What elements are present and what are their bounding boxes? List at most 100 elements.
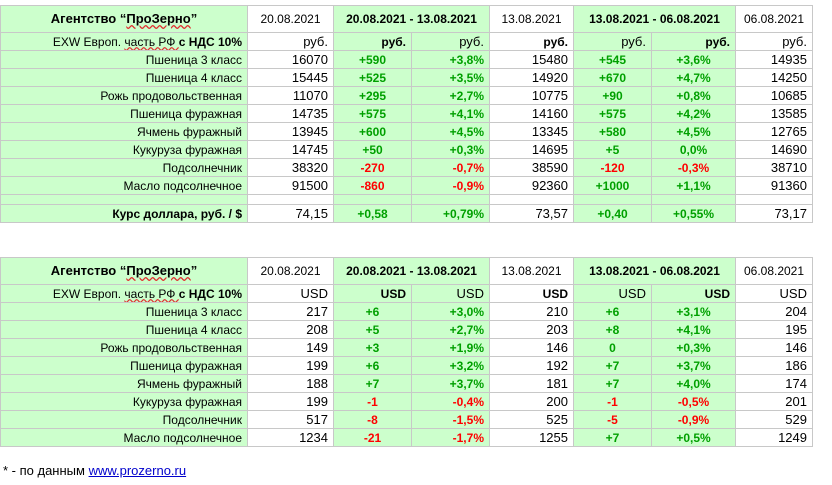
change-pct-cell: +3,8% — [411, 50, 490, 69]
change-pct-cell: 0,0% — [651, 140, 736, 159]
price-cell: 146 — [735, 338, 813, 357]
basis-label: EXW Европ. часть РФ с НДС 10% — [0, 32, 248, 51]
spacer-cell — [735, 194, 813, 205]
change-abs-cell: +0,40 — [573, 204, 652, 223]
change-pct-cell: -1,5% — [411, 410, 490, 429]
change-abs-cell: -860 — [333, 176, 412, 195]
change-abs-cell: +8 — [573, 320, 652, 339]
change-pct-cell: +1,9% — [411, 338, 490, 357]
price-cell: 73,57 — [489, 204, 574, 223]
rub-price-table: Агентство “ПроЗерно” 20.08.2021 20.08.20… — [0, 5, 813, 223]
price-cell: 1249 — [735, 428, 813, 447]
price-cell: 192 — [489, 356, 574, 375]
price-cell: 10685 — [735, 86, 813, 105]
usd-rate-row: Курс доллара, руб. / $74,15 +0,58 +0,79% 73… — [0, 204, 813, 223]
change-abs-cell: +6 — [333, 302, 412, 321]
price-cell: 1234 — [247, 428, 334, 447]
unit-cell: руб. — [411, 32, 490, 51]
commodity-row: Кукуруза фуражная 199 -1 -0,4% 200 -1 -0,5% 201 — [0, 392, 813, 411]
change-abs-cell: +575 — [333, 104, 412, 123]
change-pct-cell: +4,5% — [651, 122, 736, 141]
commodity-name: Пшеница фуражная — [0, 356, 248, 375]
prozerno-link[interactable]: www.prozerno.ru — [88, 463, 187, 478]
change-abs-cell: +5 — [333, 320, 412, 339]
commodity-row: Пшеница 4 класс 15445 +525 +3,5% 14920 +670 +4… — [0, 68, 813, 87]
commodity-name: Пшеница 4 класс — [0, 68, 248, 87]
agency-title: Агентство “ПроЗерно” — [0, 257, 248, 285]
commodity-row: Пшеница 4 класс 208 +5 +2,7% 203 +8 +4,1% 195 — [0, 320, 813, 339]
commodity-name: Масло подсолнечное — [0, 428, 248, 447]
unit-cell: руб. — [573, 32, 652, 51]
price-cell: 14250 — [735, 68, 813, 87]
change-abs-cell: +7 — [573, 374, 652, 393]
change-pct-cell: +3,7% — [411, 374, 490, 393]
change-pct-cell: +2,7% — [411, 320, 490, 339]
spacer-cell — [247, 194, 334, 205]
commodity-row: Ячмень фуражный 13945 +600 +4,5% 13345 +580 +4… — [0, 122, 813, 141]
change-pct-cell: +4,0% — [651, 374, 736, 393]
commodity-name: Рожь продовольственная — [0, 86, 248, 105]
unit-cell: руб. — [489, 32, 574, 51]
price-cell: 38590 — [489, 158, 574, 177]
unit-cell: USD — [247, 284, 334, 303]
change-pct-cell: -1,7% — [411, 428, 490, 447]
change-pct-cell: -0,7% — [411, 158, 490, 177]
commodity-name: Подсолнечник — [0, 158, 248, 177]
unit-cell: USD — [651, 284, 736, 303]
change-pct-cell: -0,4% — [411, 392, 490, 411]
change-pct-cell: +4,2% — [651, 104, 736, 123]
commodity-row: Кукуруза фуражная 14745 +50 +0,3% 14695 +5 0,0… — [0, 140, 813, 159]
price-cell: 525 — [489, 410, 574, 429]
commodity-name: Пшеница 3 класс — [0, 50, 248, 69]
change-pct-cell: +3,6% — [651, 50, 736, 69]
date-column-header: 20.08.2021 — [247, 257, 334, 285]
spacer-cell — [0, 194, 248, 205]
unit-cell: USD — [333, 284, 412, 303]
spacer-cell — [573, 194, 652, 205]
commodity-name: Ячмень фуражный — [0, 374, 248, 393]
change-abs-cell: +6 — [333, 356, 412, 375]
usd-rate-label: Курс доллара, руб. / $ — [0, 204, 248, 223]
price-cell: 92360 — [489, 176, 574, 195]
change-range-header: 13.08.2021 - 06.08.2021 — [573, 5, 736, 33]
price-cell: 12765 — [735, 122, 813, 141]
change-abs-cell: +545 — [573, 50, 652, 69]
price-cell: 181 — [489, 374, 574, 393]
change-abs-cell: -5 — [573, 410, 652, 429]
date-column-header: 13.08.2021 — [489, 5, 574, 33]
change-abs-cell: +7 — [333, 374, 412, 393]
price-cell: 74,15 — [247, 204, 334, 223]
change-pct-cell: +4,1% — [411, 104, 490, 123]
change-pct-cell: +0,8% — [651, 86, 736, 105]
change-abs-cell: -1 — [333, 392, 412, 411]
commodity-name: Кукуруза фуражная — [0, 140, 248, 159]
price-cell: 208 — [247, 320, 334, 339]
change-pct-cell: -0,5% — [651, 392, 736, 411]
change-abs-cell: +580 — [573, 122, 652, 141]
price-cell: 13345 — [489, 122, 574, 141]
change-pct-cell: +1,1% — [651, 176, 736, 195]
unit-cell: руб. — [247, 32, 334, 51]
price-cell: 149 — [247, 338, 334, 357]
unit-cell: руб. — [651, 32, 736, 51]
change-pct-cell: +3,0% — [411, 302, 490, 321]
price-cell: 16070 — [247, 50, 334, 69]
usd-price-table: Агентство “ПроЗерно” 20.08.2021 20.08.20… — [0, 257, 813, 447]
commodity-name: Масло подсолнечное — [0, 176, 248, 195]
commodity-name: Ячмень фуражный — [0, 122, 248, 141]
price-cell: 195 — [735, 320, 813, 339]
change-pct-cell: +0,3% — [411, 140, 490, 159]
date-column-header: 13.08.2021 — [489, 257, 574, 285]
price-cell: 14920 — [489, 68, 574, 87]
spacer-cell — [333, 194, 412, 205]
commodity-row: Подсолнечник 38320 -270 -0,7% 38590 -120 -0,3%… — [0, 158, 813, 177]
commodity-row: Пшеница 3 класс 217 +6 +3,0% 210 +6 +3,1% 204 — [0, 302, 813, 321]
change-pct-cell: +3,2% — [411, 356, 490, 375]
price-cell: 199 — [247, 356, 334, 375]
change-range-header: 20.08.2021 - 13.08.2021 — [333, 5, 490, 33]
change-range-header: 13.08.2021 - 06.08.2021 — [573, 257, 736, 285]
unit-cell: USD — [735, 284, 813, 303]
price-cell: 11070 — [247, 86, 334, 105]
spacer-cell — [489, 194, 574, 205]
change-abs-cell: +3 — [333, 338, 412, 357]
